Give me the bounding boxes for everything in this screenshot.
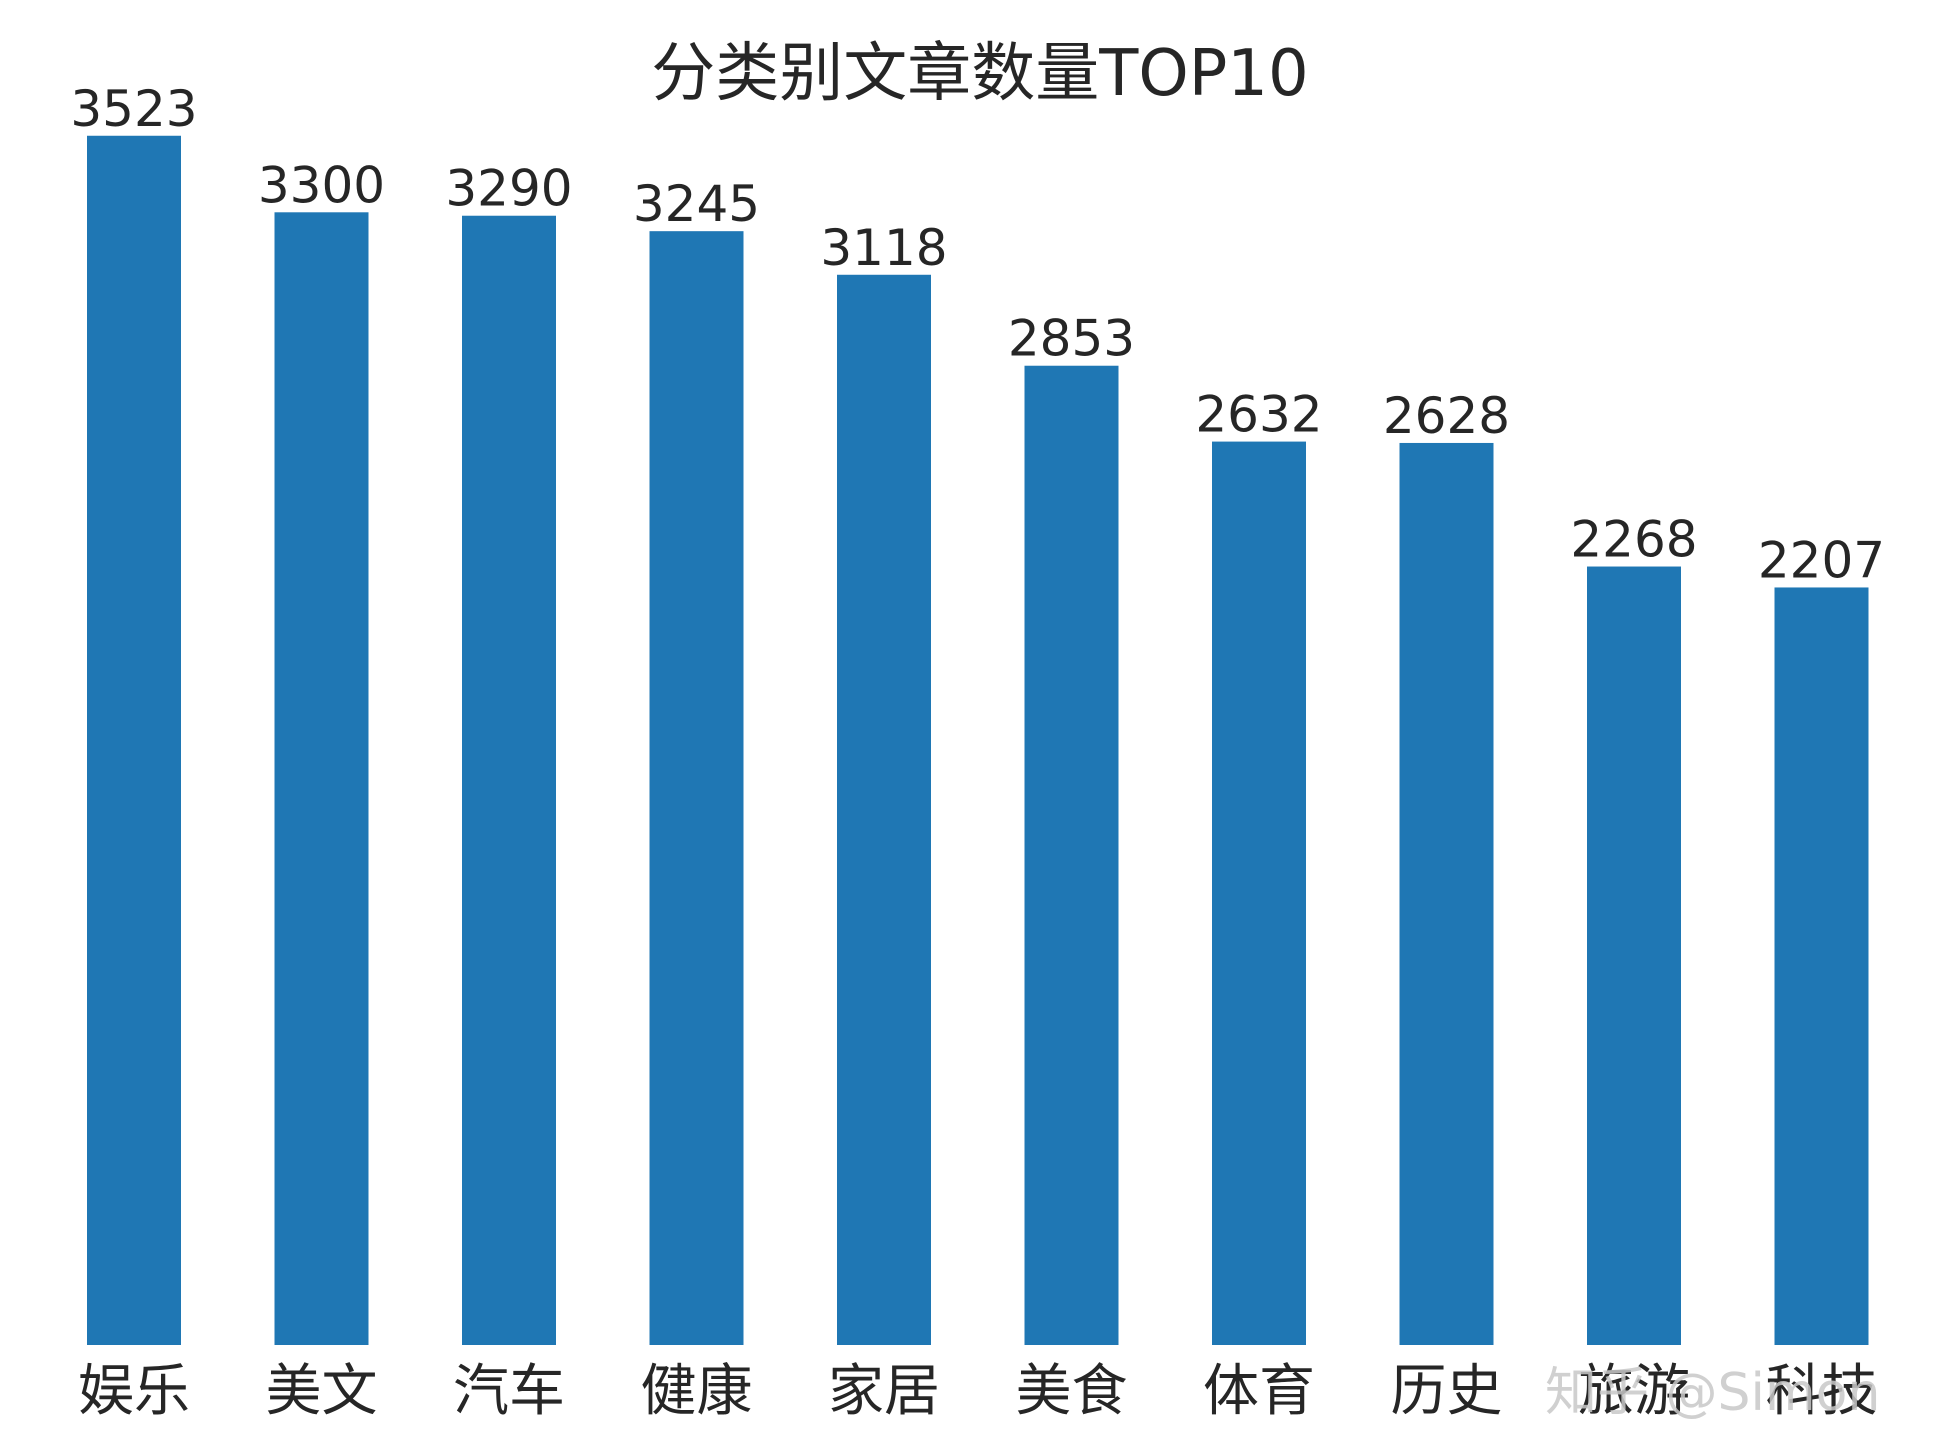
bar-9 bbox=[1774, 587, 1869, 1345]
value-label-2: 3290 bbox=[445, 160, 572, 218]
x-tick-label-2: 汽车 bbox=[453, 1359, 565, 1424]
value-label-6: 2632 bbox=[1195, 386, 1322, 444]
x-tick-label-8: 旅游 bbox=[1578, 1359, 1690, 1424]
x-tick-label-0: 娱乐 bbox=[78, 1359, 190, 1424]
bar-7 bbox=[1399, 442, 1494, 1345]
x-tick-label-6: 体育 bbox=[1203, 1359, 1315, 1424]
bar-1 bbox=[274, 212, 369, 1345]
x-tick-labels-group: 娱乐 美文 汽车 健康 家居 美食 体育 历史 旅游 科技 bbox=[78, 1359, 1878, 1424]
bar-3 bbox=[649, 231, 744, 1346]
bars-group bbox=[87, 135, 1869, 1346]
bar-4 bbox=[837, 274, 931, 1345]
x-tick-label-1: 美文 bbox=[266, 1359, 378, 1424]
bar-8 bbox=[1587, 566, 1681, 1345]
value-label-7: 2628 bbox=[1383, 387, 1510, 445]
bar-5 bbox=[1024, 365, 1119, 1345]
x-tick-label-9: 科技 bbox=[1766, 1359, 1878, 1424]
value-label-1: 3300 bbox=[258, 156, 385, 214]
value-label-0: 3523 bbox=[70, 80, 197, 138]
value-label-8: 2268 bbox=[1570, 511, 1697, 569]
watermark: 知乎 @Simon bbox=[1545, 1363, 1880, 1423]
value-label-5: 2853 bbox=[1008, 310, 1135, 368]
x-tick-label-3: 健康 bbox=[641, 1359, 753, 1424]
value-labels-group: 3523 3300 3290 3245 3118 2853 2632 2628 2268 2207 bbox=[70, 80, 1885, 590]
bar-2 bbox=[462, 215, 556, 1345]
bar-6 bbox=[1212, 441, 1306, 1346]
bar-0 bbox=[87, 135, 181, 1346]
chart-title: 分类别文章数量TOP10 bbox=[651, 37, 1309, 111]
value-label-9: 2207 bbox=[1758, 531, 1885, 589]
x-tick-label-4: 家居 bbox=[828, 1359, 940, 1424]
x-tick-label-7: 历史 bbox=[1391, 1359, 1503, 1424]
x-tick-label-5: 美食 bbox=[1016, 1359, 1128, 1424]
value-label-4: 3118 bbox=[820, 219, 947, 277]
value-label-3: 3245 bbox=[633, 175, 760, 233]
